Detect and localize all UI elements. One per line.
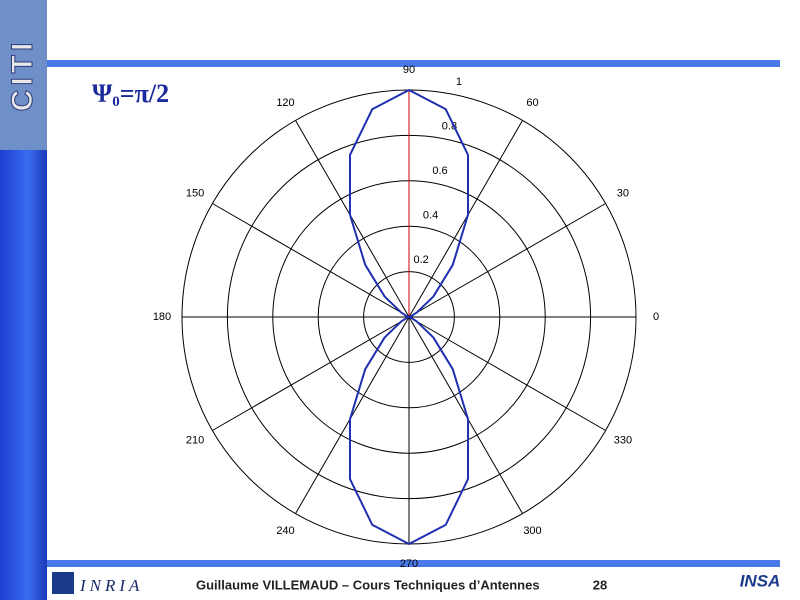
logo-inria: INRIA — [79, 576, 143, 595]
slide-title: Ψ0=π/2 — [92, 79, 169, 110]
theta-tick-label: 300 — [523, 525, 541, 537]
grid-spoke — [295, 316, 410, 514]
grid-spoke — [212, 203, 410, 318]
pattern-curve — [348, 89, 470, 545]
theta-tick-label: 180 — [153, 311, 171, 323]
inria-emblem — [52, 572, 74, 594]
theta-tick-label: 240 — [276, 525, 294, 537]
polar-plot: 0.2 0.4 0.6 0.8 1 0 30 60 90 120 150 180 210 240 270 30… — [153, 64, 659, 570]
logo-citi: CITI — [6, 39, 39, 112]
theta-tick-label: 150 — [186, 187, 204, 199]
page-number: 28 — [593, 577, 607, 592]
r-tick-label: 0.4 — [423, 209, 438, 221]
theta-tick-label: 90 — [403, 64, 415, 76]
grid-spoke — [295, 120, 410, 318]
grid-spoke — [212, 316, 410, 431]
theta-tick-label: 270 — [400, 558, 418, 570]
theta-tick-label: 120 — [276, 97, 294, 109]
r-tick-label: 0.2 — [413, 254, 428, 266]
logo-background — [0, 0, 47, 150]
grid-spoke — [408, 316, 606, 431]
r-tick-label: 0.6 — [432, 165, 447, 177]
theta-tick-label: 30 — [617, 187, 629, 199]
theta-tick-label: 210 — [186, 434, 204, 446]
grid-spoke — [408, 203, 606, 318]
grid-spoke — [408, 120, 523, 318]
footer-text: Guillaume VILLEMAUD – Cours Techniques d… — [196, 577, 540, 592]
r-tick-label: 0.8 — [442, 121, 457, 133]
theta-tick-label: 60 — [526, 97, 538, 109]
r-tick-label: 1 — [456, 76, 462, 88]
grid-spoke — [408, 316, 523, 514]
top-rule — [47, 60, 780, 67]
bottom-rule — [47, 560, 780, 567]
logo-insa: INSA — [740, 571, 781, 590]
theta-tick-label: 0 — [653, 311, 659, 323]
theta-tick-label: 330 — [614, 434, 632, 446]
